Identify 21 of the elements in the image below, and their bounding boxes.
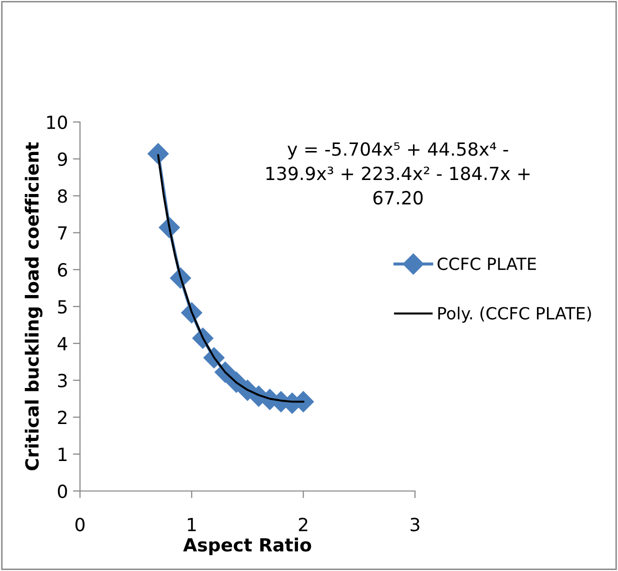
- legend-label: Poly. (CCFC PLATE): [438, 306, 591, 323]
- x-tick-label: 0: [75, 518, 85, 532]
- legend-label: CCFC PLATE: [438, 257, 536, 270]
- y-tick-label: 9: [58, 152, 67, 166]
- y-tick-label: 5: [58, 300, 67, 314]
- y-tick-label: 0: [58, 484, 67, 498]
- annotation: y = -5.704x⁵ + 44.58x⁴ - 139.9x³ + 223.4x² - 184.7x + 67.20: [266, 142, 530, 205]
- x-tick-label: 3: [410, 518, 420, 532]
- y-tick-label: 8: [58, 189, 67, 203]
- y-tick-label: 4: [58, 337, 68, 350]
- point: [148, 143, 169, 164]
- y-tick-label: 10: [47, 115, 67, 130]
- x-tick-label: 1: [188, 518, 196, 532]
- x-axis-title: Aspect Ratio: [183, 538, 312, 556]
- y-axis-title: Critical buckling load coefficient: [24, 142, 42, 470]
- y-tick-label: 2: [58, 410, 66, 424]
- x-tick-label: 2: [298, 518, 308, 532]
- y-tick-label: 1: [58, 448, 67, 461]
- y-tick-label: 3: [58, 374, 67, 388]
- y-tick-label: 6: [58, 263, 68, 277]
- y-tick-label: 7: [58, 226, 67, 240]
